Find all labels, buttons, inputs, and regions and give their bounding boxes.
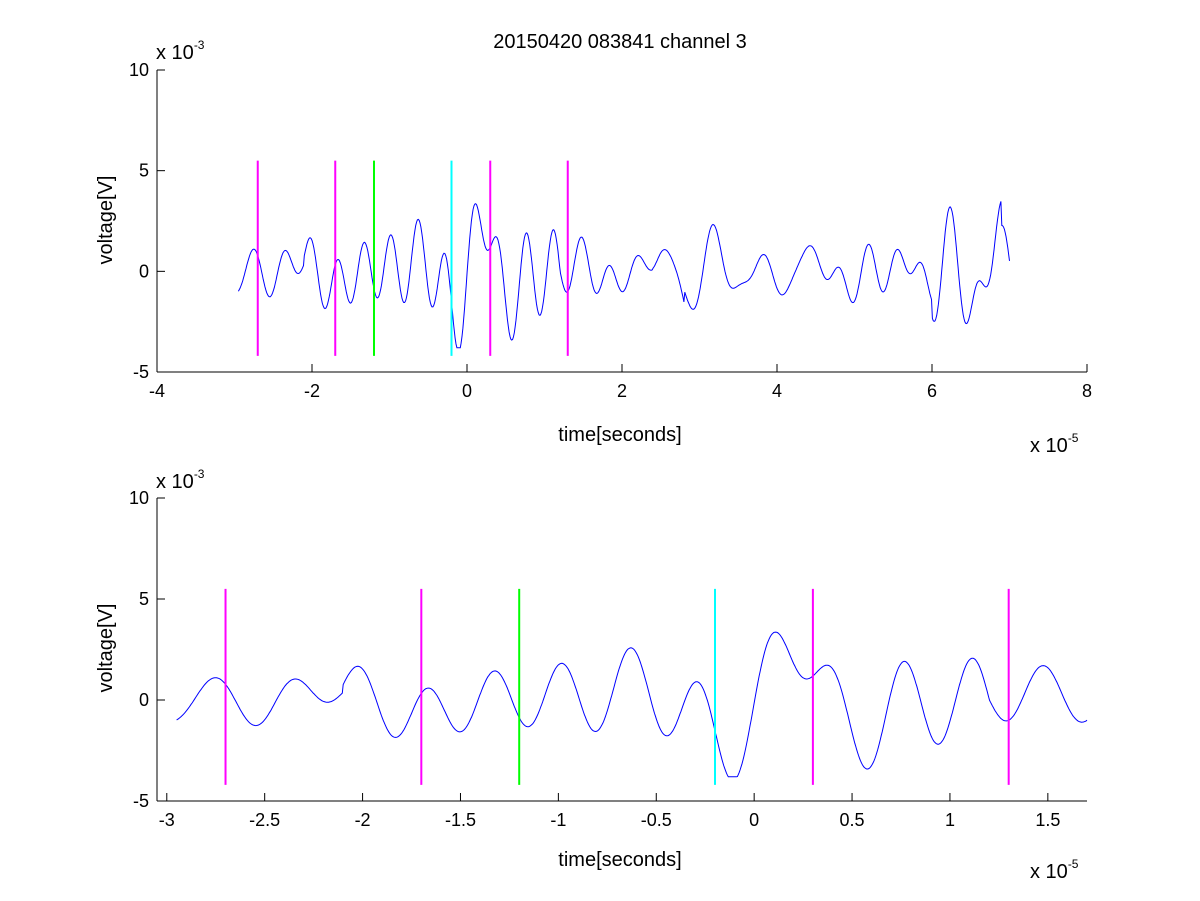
- y-tick-label: -5: [133, 791, 149, 811]
- x-multiplier-top-base: x 10: [1030, 435, 1068, 457]
- y-tick-label: 0: [139, 261, 149, 281]
- y-tick-label: -5: [133, 362, 149, 382]
- x-tick-label: -1: [550, 810, 566, 830]
- x-multiplier-bottom-base: x 10: [1030, 861, 1068, 883]
- x-tick-label: 0.5: [840, 810, 865, 830]
- x-multiplier-top: x 10-5: [1030, 431, 1079, 457]
- y-axis-label-bottom: voltage[V]: [95, 604, 117, 693]
- axes-bottom: -3 -2.5 -2 -1.5 -1 -0.5 0 0.5 1 1.5 -5 0 5 10 time[se…: [95, 467, 1088, 883]
- y-tick-label: 10: [129, 60, 149, 80]
- y-tick-label: 5: [139, 589, 149, 609]
- x-tick-label: -1.5: [445, 810, 476, 830]
- x-tick-label: 0: [462, 381, 472, 401]
- x-tick-label: -4: [149, 381, 165, 401]
- voltage-trace: [176, 631, 1088, 778]
- x-tick-label: -2: [304, 381, 320, 401]
- plot-area-top: -4 -2 0 2 4 6 8 -5 0 5 10: [129, 60, 1092, 401]
- x-tick-label: 1.5: [1035, 810, 1060, 830]
- x-multiplier-top-exp: -5: [1068, 431, 1079, 445]
- x-tick-label: 6: [927, 381, 937, 401]
- y-multiplier-top: x 10-3: [156, 38, 205, 64]
- x-tick-label: -2: [355, 810, 371, 830]
- x-tick-label: 1: [945, 810, 955, 830]
- voltage-trace: [237, 201, 1010, 349]
- x-tick-label: -3: [159, 810, 175, 830]
- plot-area-bottom: -3 -2.5 -2 -1.5 -1 -0.5 0 0.5 1 1.5 -5 0 5 10: [129, 488, 1088, 830]
- y-multiplier-bottom-exp: -3: [194, 467, 205, 481]
- x-multiplier-bottom: x 10-5: [1030, 857, 1079, 883]
- x-tick-label: 2: [617, 381, 627, 401]
- x-axis-label-bottom: time[seconds]: [558, 849, 681, 871]
- y-tick-label: 10: [129, 488, 149, 508]
- x-tick-label: -2.5: [249, 810, 280, 830]
- x-tick-label: 0: [749, 810, 759, 830]
- x-axis-label-top: time[seconds]: [558, 424, 681, 446]
- y-tick-label: 0: [139, 690, 149, 710]
- y-axis-label-top: voltage[V]: [95, 176, 117, 265]
- y-multiplier-bottom: x 10-3: [156, 467, 205, 493]
- y-multiplier-bottom-base: x 10: [156, 471, 194, 493]
- x-tick-label: 4: [772, 381, 782, 401]
- axes-top: -4 -2 0 2 4 6 8 -5 0 5 10 time[seconds] voltage[V]…: [95, 38, 1092, 457]
- x-tick-label: 8: [1082, 381, 1092, 401]
- x-tick-label: -0.5: [641, 810, 672, 830]
- y-multiplier-top-exp: -3: [194, 38, 205, 52]
- y-multiplier-top-base: x 10: [156, 42, 194, 64]
- x-multiplier-bottom-exp: -5: [1068, 857, 1079, 871]
- y-tick-label: 5: [139, 161, 149, 181]
- figure-title: 20150420 083841 channel 3: [493, 31, 747, 53]
